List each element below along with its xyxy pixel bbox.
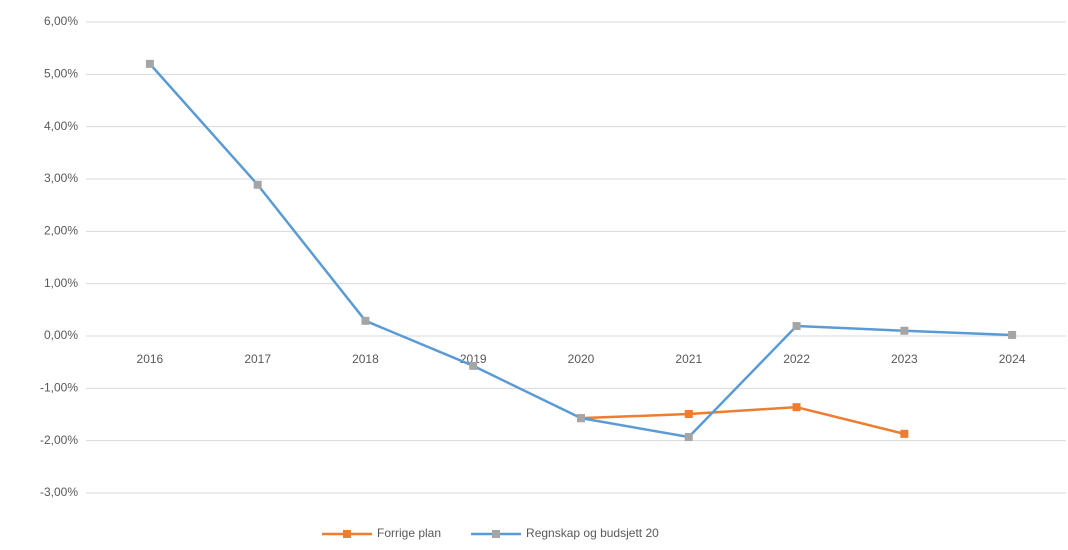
y-tick-label: -1,00% <box>40 381 78 395</box>
y-tick-label: 2,00% <box>44 224 78 238</box>
series-line <box>580 405 905 436</box>
y-tick-label: 0,00% <box>44 328 78 342</box>
marker <box>900 326 909 335</box>
x-tick-label: 2018 <box>352 352 379 366</box>
marker <box>1008 330 1017 339</box>
x-tick-label: 2022 <box>783 352 810 366</box>
legend-label: Forrige plan <box>377 526 441 540</box>
y-tick-label: 6,00% <box>44 14 78 28</box>
x-tick-label: 2017 <box>244 352 271 366</box>
x-tick-label: 2020 <box>568 352 595 366</box>
x-tick-label: 2016 <box>137 352 164 366</box>
marker <box>792 403 801 412</box>
legend-marker <box>343 530 351 538</box>
y-tick-label: 4,00% <box>44 119 78 133</box>
y-tick-label: -3,00% <box>40 485 78 499</box>
marker <box>684 409 693 418</box>
x-tick-label: 2021 <box>675 352 702 366</box>
y-tick-label: 5,00% <box>44 67 78 81</box>
x-tick-label: 2024 <box>999 352 1026 366</box>
marker <box>145 59 154 68</box>
y-tick-label: 1,00% <box>44 276 78 290</box>
series-line <box>148 63 1013 439</box>
marker <box>253 180 262 189</box>
legend-marker <box>492 530 501 538</box>
marker <box>361 316 370 325</box>
marker <box>792 322 801 331</box>
y-tick-label: 3,00% <box>44 171 78 185</box>
marker <box>900 429 909 438</box>
x-tick-label: 2023 <box>891 352 918 366</box>
marker <box>577 414 585 423</box>
marker <box>684 433 693 442</box>
legend-label: Regnskap og budsjett 20 <box>526 526 659 540</box>
marker <box>469 361 478 370</box>
y-tick-label: -2,00% <box>40 433 78 447</box>
